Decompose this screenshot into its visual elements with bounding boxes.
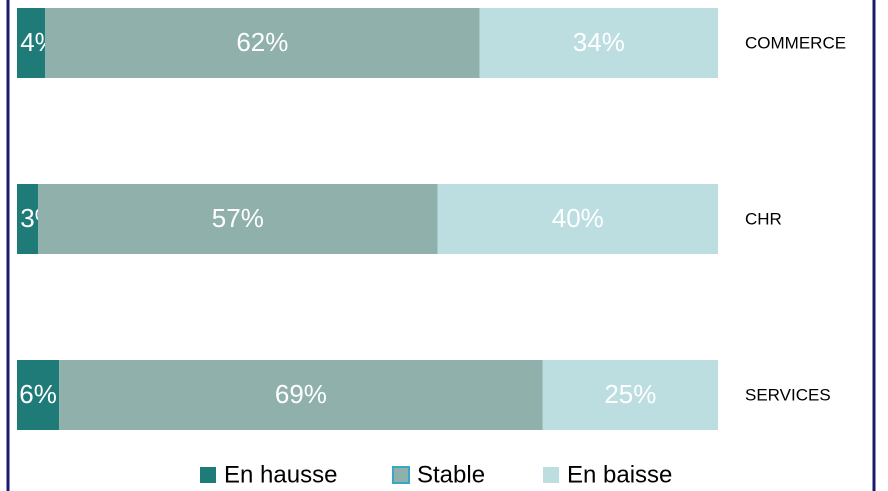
legend-label: En baisse xyxy=(567,461,672,488)
bar-segment xyxy=(17,360,60,430)
plot: 4%62%34%COMMERCE3%57%40%CHR6%69%25%SERVI… xyxy=(17,8,846,488)
data-label: 40% xyxy=(552,203,604,233)
legend-label: En hausse xyxy=(224,461,337,488)
category-label: CHR xyxy=(745,209,782,228)
legend-label: Stable xyxy=(417,461,485,488)
bar-segment xyxy=(437,184,718,254)
data-label: 62% xyxy=(236,27,288,57)
legend-swatch xyxy=(200,467,216,483)
data-label: 34% xyxy=(573,27,625,57)
bar-segment xyxy=(17,8,46,78)
bar-segment xyxy=(542,360,718,430)
category-label: SERVICES xyxy=(745,385,831,404)
category-label: COMMERCE xyxy=(745,33,846,52)
legend-swatch xyxy=(543,467,559,483)
data-label: 6% xyxy=(19,379,57,409)
bar-segment xyxy=(38,184,438,254)
bar-segment xyxy=(59,360,543,430)
data-label: 57% xyxy=(212,203,264,233)
data-label: 25% xyxy=(604,379,656,409)
legend-swatch xyxy=(392,466,410,484)
bar-segment xyxy=(17,184,39,254)
bar-segment xyxy=(45,8,480,78)
data-label: 69% xyxy=(275,379,327,409)
bar-segment xyxy=(479,8,718,78)
